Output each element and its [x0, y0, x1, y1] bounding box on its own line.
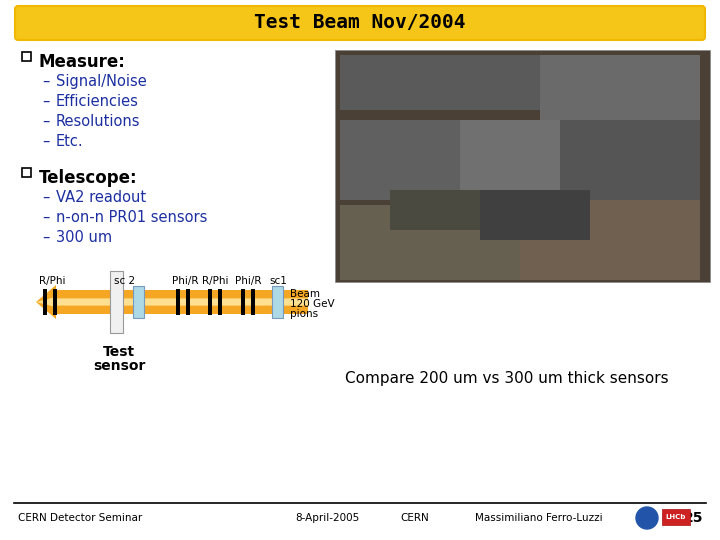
Text: Beam: Beam: [290, 289, 320, 299]
Text: Compare 200 um vs 300 um thick sensors: Compare 200 um vs 300 um thick sensors: [345, 370, 669, 386]
Text: Efficiencies: Efficiencies: [56, 94, 139, 109]
Bar: [390, 190, 480, 230]
Bar: [560, 110, 700, 200]
Bar: [186, 289, 190, 315]
Bar: [460, 120, 560, 190]
Text: Signal/Noise: Signal/Noise: [56, 74, 147, 89]
Text: Telescope:: Telescope:: [39, 169, 138, 187]
Bar: [22, 168, 31, 177]
Bar: [340, 55, 540, 110]
Bar: [241, 289, 245, 315]
Text: Measure:: Measure:: [39, 53, 126, 71]
Bar: [251, 289, 255, 315]
Bar: [340, 205, 520, 280]
Bar: [208, 289, 212, 315]
Bar: [272, 286, 283, 318]
Text: Phi/R: Phi/R: [235, 276, 261, 286]
Text: Phi/R: Phi/R: [172, 276, 198, 286]
Bar: [133, 286, 144, 318]
Text: n-on-n PR01 sensors: n-on-n PR01 sensors: [56, 210, 207, 225]
Text: –: –: [42, 134, 50, 149]
Text: Resolutions: Resolutions: [56, 114, 140, 129]
Bar: [340, 120, 460, 200]
Text: –: –: [42, 190, 50, 205]
Text: –: –: [42, 94, 50, 109]
Text: Test Beam Nov/2004: Test Beam Nov/2004: [254, 14, 466, 32]
Text: CERN Detector Seminar: CERN Detector Seminar: [18, 513, 143, 523]
Bar: [43, 289, 47, 315]
Text: CERN: CERN: [400, 513, 428, 523]
FancyArrow shape: [36, 297, 308, 307]
Text: pions: pions: [290, 309, 318, 319]
Bar: [540, 55, 700, 120]
Text: VA2 readout: VA2 readout: [56, 190, 146, 205]
Bar: [110, 271, 123, 333]
Bar: [218, 289, 222, 315]
Text: Massimiliano Ferro-Luzzi: Massimiliano Ferro-Luzzi: [475, 513, 603, 523]
Text: Etc.: Etc.: [56, 134, 84, 149]
Text: 300 um: 300 um: [56, 230, 112, 245]
Text: sensor: sensor: [93, 359, 145, 373]
Text: R/Phi: R/Phi: [202, 276, 228, 286]
Text: 120 GeV: 120 GeV: [290, 299, 335, 309]
Bar: [335, 50, 710, 282]
Bar: [53, 289, 57, 315]
Circle shape: [636, 507, 658, 529]
Text: Test: Test: [103, 345, 135, 359]
Text: 8-April-2005: 8-April-2005: [295, 513, 359, 523]
Bar: [176, 289, 180, 315]
FancyArrow shape: [36, 285, 308, 319]
Text: –: –: [42, 230, 50, 245]
Bar: [480, 190, 590, 240]
Bar: [520, 200, 700, 280]
Text: –: –: [42, 210, 50, 225]
Text: LHCb: LHCb: [666, 514, 686, 520]
Bar: [662, 509, 690, 525]
Bar: [22, 52, 31, 61]
Text: sc 2: sc 2: [114, 276, 135, 286]
Text: –: –: [42, 114, 50, 129]
Text: sc1: sc1: [269, 276, 287, 286]
Text: R/Phi: R/Phi: [39, 276, 66, 286]
Text: –: –: [42, 74, 50, 89]
Text: 25: 25: [683, 511, 703, 525]
FancyBboxPatch shape: [15, 6, 705, 40]
